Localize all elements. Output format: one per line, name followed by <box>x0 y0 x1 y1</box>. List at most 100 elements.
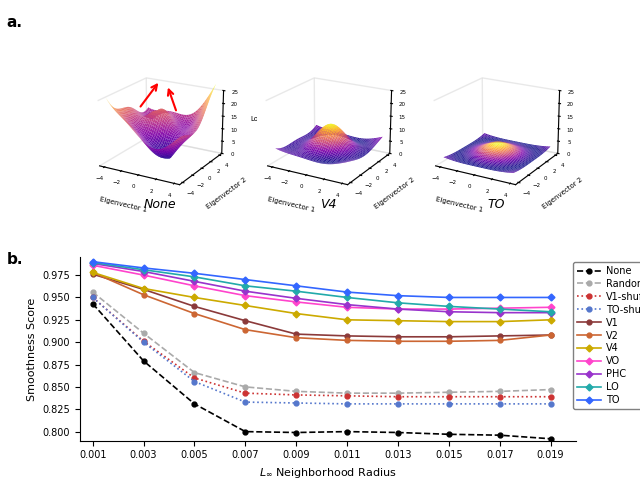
TO-shuffle <box>241 399 249 405</box>
Random <box>89 289 97 295</box>
None <box>394 430 402 436</box>
Random <box>496 389 504 395</box>
PHC <box>343 301 351 307</box>
PHC <box>445 309 452 315</box>
None <box>547 436 554 442</box>
Legend: None, Random, V1-shuffle, TO-shuffle, V1, V2, V4, VO, PHC, LO, TO: None, Random, V1-shuffle, TO-shuffle, V1… <box>573 262 640 409</box>
None <box>140 358 147 364</box>
Line: LO: LO <box>90 260 553 314</box>
VO <box>394 306 402 312</box>
Line: VO: VO <box>90 263 553 311</box>
TO-shuffle <box>343 401 351 407</box>
PHC <box>241 288 249 294</box>
Title: TO: TO <box>487 198 505 211</box>
VO <box>343 304 351 310</box>
PHC <box>140 269 147 275</box>
PHC <box>191 278 198 284</box>
TO-shuffle <box>496 401 504 407</box>
V4 <box>241 302 249 308</box>
None <box>496 432 504 438</box>
PHC <box>496 310 504 316</box>
VO <box>547 304 554 310</box>
TO-shuffle <box>394 401 402 407</box>
TO-shuffle <box>140 339 147 345</box>
TO <box>241 277 249 283</box>
V2 <box>547 332 554 338</box>
VO <box>496 305 504 311</box>
V4 <box>496 319 504 325</box>
V1-shuffle <box>547 394 554 399</box>
TO-shuffle <box>547 401 554 407</box>
V1 <box>292 331 300 337</box>
Random <box>547 387 554 393</box>
VO <box>292 299 300 305</box>
V4 <box>547 317 554 323</box>
TO <box>140 265 147 271</box>
V1 <box>89 271 97 277</box>
Random <box>140 330 147 336</box>
LO <box>496 306 504 312</box>
V2 <box>292 335 300 341</box>
V4 <box>140 286 147 292</box>
LO <box>292 288 300 294</box>
V1 <box>191 303 198 309</box>
Line: None: None <box>90 301 553 441</box>
TO-shuffle <box>191 379 198 385</box>
PHC <box>89 260 97 266</box>
TO <box>292 283 300 289</box>
Title: V4: V4 <box>320 198 336 211</box>
None <box>89 301 97 307</box>
V1-shuffle <box>89 295 97 300</box>
Line: V2: V2 <box>90 270 553 344</box>
X-axis label: Eigenvector 1: Eigenvector 1 <box>268 197 316 213</box>
V2 <box>241 327 249 333</box>
Random <box>343 390 351 396</box>
X-axis label: Eigenvector 1: Eigenvector 1 <box>435 197 484 213</box>
LO <box>241 283 249 289</box>
V1-shuffle <box>241 390 249 396</box>
V4 <box>191 295 198 300</box>
LO <box>445 303 452 309</box>
TO <box>191 270 198 276</box>
V1-shuffle <box>394 394 402 399</box>
PHC <box>292 296 300 301</box>
V1 <box>343 333 351 339</box>
TO-shuffle <box>445 401 452 407</box>
V2 <box>445 338 452 344</box>
V2 <box>496 338 504 344</box>
None <box>241 429 249 435</box>
VO <box>241 293 249 298</box>
V1-shuffle <box>496 394 504 399</box>
Random <box>394 390 402 396</box>
VO <box>191 283 198 289</box>
VO <box>89 262 97 268</box>
TO-shuffle <box>292 400 300 406</box>
Line: V4: V4 <box>90 270 553 324</box>
Random <box>445 389 452 395</box>
LO <box>191 274 198 280</box>
V1-shuffle <box>445 394 452 399</box>
V2 <box>140 292 147 297</box>
Y-axis label: Eigenvector 2: Eigenvector 2 <box>541 176 584 210</box>
Y-axis label: Eigenvector 2: Eigenvector 2 <box>373 176 415 210</box>
V1-shuffle <box>292 392 300 398</box>
V4 <box>292 310 300 316</box>
PHC <box>394 306 402 312</box>
VO <box>445 306 452 312</box>
LO <box>343 295 351 300</box>
X-axis label: $L_\infty$ Neighborhood Radius: $L_\infty$ Neighborhood Radius <box>259 466 397 480</box>
V1 <box>496 333 504 339</box>
V1 <box>241 318 249 324</box>
V2 <box>394 338 402 344</box>
None <box>445 431 452 437</box>
Line: TO: TO <box>90 259 553 300</box>
TO <box>394 293 402 298</box>
V4 <box>343 317 351 323</box>
X-axis label: Eigenvector 1: Eigenvector 1 <box>99 197 148 213</box>
Line: V1-shuffle: V1-shuffle <box>90 295 553 399</box>
V2 <box>89 269 97 275</box>
V1 <box>394 334 402 340</box>
Line: PHC: PHC <box>90 261 553 315</box>
Line: TO-shuffle: TO-shuffle <box>90 295 553 406</box>
TO-shuffle <box>89 295 97 300</box>
